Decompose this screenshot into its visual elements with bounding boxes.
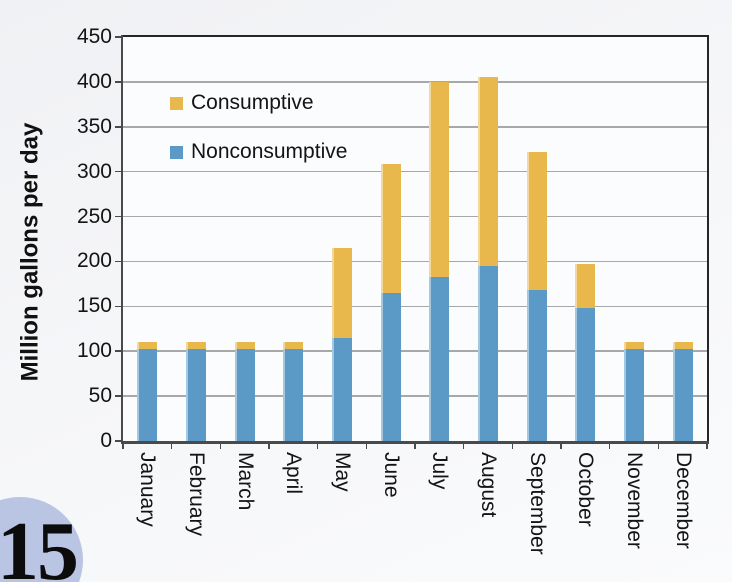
bar-june-consumptive (380, 164, 401, 293)
bar-may-nonconsumptive (332, 337, 352, 441)
y-tick-label-200: 200 (76, 249, 112, 273)
x-tick-1 (170, 443, 173, 449)
x-axis (121, 441, 709, 444)
legend-swatch-nonconsumptive (170, 145, 183, 159)
x-tick-10 (608, 443, 611, 449)
bar-december-consumptive (672, 342, 693, 350)
legend-label-nonconsumptive: Nonconsumptive (191, 140, 348, 163)
y-tick-400 (115, 81, 122, 83)
x-tick-label-october: October (574, 452, 598, 527)
y-tick-300 (115, 170, 122, 173)
x-tick-label-march: March (233, 452, 257, 511)
bar-july-nonconsumptive (429, 276, 450, 441)
y-tick-450 (115, 36, 122, 38)
x-tick-2 (219, 443, 222, 449)
x-tick-3 (268, 443, 270, 449)
bar-august-nonconsumptive (478, 265, 498, 441)
y-tick-label-150: 150 (76, 294, 112, 318)
y-tick-label-300: 300 (76, 159, 112, 183)
x-tick-11 (657, 443, 660, 449)
y-tick-0 (115, 440, 122, 442)
bar-february-nonconsumptive (186, 349, 206, 441)
y-tick-label-100: 100 (76, 339, 112, 363)
y-tick-label-450: 450 (76, 25, 112, 48)
bar-october-nonconsumptive (575, 308, 596, 441)
x-tick-label-february: February (185, 452, 208, 537)
x-tick-7 (462, 443, 465, 449)
gridline-50 (123, 395, 707, 397)
plot-border-right (707, 35, 709, 443)
gridline-150 (123, 305, 707, 308)
page-number: 15 (0, 505, 79, 582)
legend-item-nonconsumptive: Nonconsumptive (170, 140, 347, 164)
y-tick-label-350: 350 (76, 114, 112, 138)
bar-december-nonconsumptive (672, 349, 693, 441)
x-tick-label-april: April (282, 452, 306, 495)
bar-october-consumptive (575, 264, 596, 309)
x-tick-label-january: January (136, 452, 160, 527)
bar-february-consumptive (186, 342, 206, 350)
bar-january-nonconsumptive (137, 349, 158, 441)
x-tick-label-december: December (671, 452, 695, 549)
gridline-350 (123, 126, 707, 128)
y-tick-100 (115, 350, 122, 352)
legend-label-consumptive: Consumptive (191, 91, 314, 114)
bar-november-consumptive (624, 342, 644, 350)
gridline-400 (123, 81, 707, 83)
bar-september-consumptive (526, 151, 547, 291)
plot-area: Consumptive Nonconsumptive (123, 37, 707, 441)
gridline-200 (123, 260, 707, 263)
bar-march-nonconsumptive (234, 349, 255, 441)
bar-july-consumptive (429, 81, 450, 277)
x-tick-4 (316, 443, 319, 449)
y-tick-200 (115, 260, 122, 263)
x-tick-label-august: August (477, 452, 500, 518)
y-tick-label-0: 0 (100, 429, 112, 452)
x-tick-label-november: November (623, 452, 646, 549)
x-tick-0 (122, 443, 124, 449)
y-tick-350 (115, 126, 122, 128)
bar-april-consumptive (283, 342, 304, 350)
x-tick-label-july: July (428, 452, 452, 490)
plot-border-top (121, 35, 709, 37)
x-tick-12 (706, 443, 708, 449)
y-tick-label-50: 50 (88, 384, 112, 408)
bar-june-nonconsumptive (380, 292, 401, 441)
gridline-250 (123, 215, 707, 218)
bar-november-nonconsumptive (624, 349, 644, 441)
bar-january-consumptive (137, 342, 158, 350)
legend-swatch-consumptive (170, 96, 183, 110)
y-tick-label-250: 250 (76, 204, 112, 228)
bar-march-consumptive (234, 342, 255, 350)
x-tick-5 (365, 443, 368, 449)
x-tick-label-june: June (379, 452, 403, 498)
y-axis (121, 35, 123, 443)
x-tick-6 (414, 443, 416, 449)
bar-april-nonconsumptive (283, 349, 304, 441)
x-tick-label-september: September (525, 452, 549, 555)
bar-august-consumptive (478, 77, 498, 266)
y-tick-150 (115, 305, 122, 308)
legend-item-consumptive: Consumptive (170, 91, 314, 115)
bar-september-nonconsumptive (526, 290, 547, 441)
x-tick-9 (560, 443, 562, 449)
bar-may-consumptive (332, 247, 352, 338)
y-tick-50 (115, 395, 122, 397)
gridline-100 (123, 350, 707, 352)
y-tick-label-400: 400 (76, 69, 112, 93)
x-tick-8 (511, 443, 514, 449)
y-tick-250 (115, 215, 122, 218)
gridline-300 (123, 170, 707, 173)
x-tick-label-may: May (331, 452, 354, 492)
